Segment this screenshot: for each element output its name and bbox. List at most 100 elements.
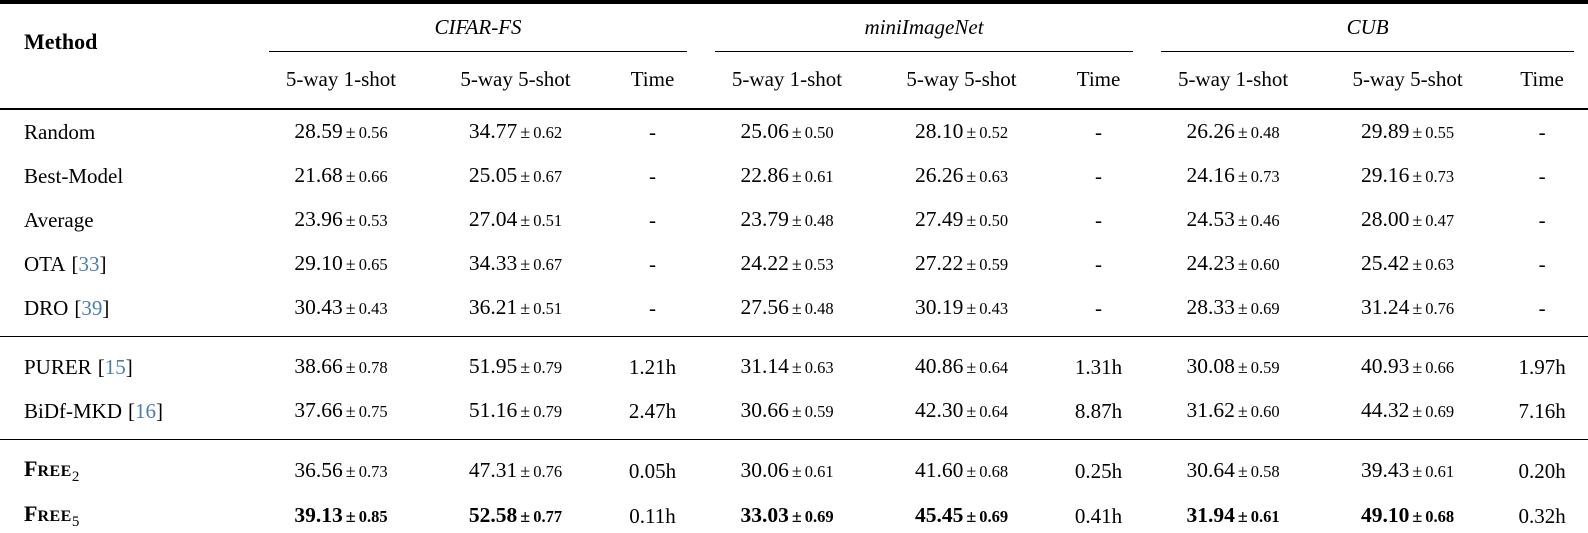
result-cell: 26.26 ±0.63: [873, 154, 1050, 198]
time-cell: 0.11h: [604, 493, 701, 533]
std-value: 0.73: [358, 461, 388, 481]
result-cell: 39.13 ±0.85: [255, 493, 427, 533]
result-cell: 27.04 ±0.51: [427, 198, 604, 242]
plus-minus-sign: ±: [1237, 460, 1248, 481]
plus-minus-sign: ±: [1237, 210, 1248, 230]
subheader-time: Time: [604, 52, 702, 110]
dash-cell: -: [604, 109, 701, 154]
dash-cell: -: [604, 242, 701, 286]
citation-bracket: [: [128, 399, 135, 423]
accuracy-value: 40.86: [914, 354, 964, 378]
plus-minus-sign: ±: [1237, 122, 1248, 142]
accuracy-value: 31.14: [740, 354, 789, 378]
std-value: 0.63: [804, 358, 834, 377]
result-cell: 33.03 ±0.69: [701, 493, 873, 533]
std-value: 0.59: [804, 402, 834, 421]
plus-minus-sign: ±: [1412, 401, 1423, 421]
result-cell: 41.60 ±0.68: [873, 439, 1051, 493]
std-value: 0.75: [358, 402, 388, 421]
dash: -: [1095, 120, 1103, 144]
time-cell: 1.31h: [1050, 336, 1148, 389]
plus-minus-sign: ±: [966, 505, 977, 526]
table-row: Average 23.96 ±0.53 27.04 ±0.51-23.79 ±0.48 27…: [0, 198, 1588, 242]
dash: -: [1538, 164, 1546, 188]
plus-minus-sign: ±: [791, 357, 802, 377]
subheader-time: Time: [1496, 52, 1588, 110]
table-row: FREE5 39.13 ±0.85 52.58 ±0.77 0.11h 33.03 ±0.69…: [0, 493, 1588, 533]
dash-cell: -: [1050, 198, 1147, 242]
plus-minus-sign: ±: [520, 505, 531, 526]
plus-minus-sign: ±: [966, 122, 977, 142]
result-cell: 30.43 ±0.43: [255, 286, 427, 337]
result-cell: 44.32 ±0.69: [1319, 389, 1496, 440]
dash: -: [1538, 252, 1546, 276]
result-cell: 42.30 ±0.64: [873, 389, 1050, 440]
table-row: DRO [39] 30.43 ±0.43 36.21 ±0.51-27.56 ±0.48 30…: [0, 286, 1588, 337]
time-cell: 0.41h: [1050, 493, 1147, 533]
plus-minus-sign: ±: [791, 254, 802, 274]
method-cell: FREE5: [0, 493, 255, 533]
dash-cell: -: [1050, 242, 1147, 286]
subheader-label: 5-way 1-shot: [285, 67, 397, 91]
subheader-row: 5-way 1-shot 5-way 5-shot Time 5-way 1-shot…: [0, 52, 1588, 110]
result-cell: 31.62 ±0.60: [1147, 389, 1319, 440]
result-cell: 28.10 ±0.52: [873, 109, 1050, 154]
accuracy-value: 23.79: [740, 207, 789, 231]
accuracy-value: 31.24: [1360, 295, 1410, 319]
result-cell: 30.19 ±0.43: [873, 286, 1050, 337]
plus-minus-sign: ±: [791, 166, 802, 186]
citation-link[interactable]: 33: [78, 252, 100, 276]
subheader-label: Time: [1520, 67, 1564, 91]
result-cell: 27.49 ±0.50: [873, 198, 1050, 242]
result-cell: 24.53 ±0.46: [1147, 198, 1319, 242]
accuracy-value: 24.53: [1186, 207, 1235, 231]
accuracy-value: 27.22: [914, 251, 964, 275]
dash: -: [1538, 120, 1546, 144]
accuracy-value: 37.66: [294, 398, 343, 422]
plus-minus-sign: ±: [791, 122, 802, 142]
result-cell: 37.66 ±0.75: [255, 389, 427, 440]
std-value: 0.58: [1250, 461, 1280, 481]
plus-minus-sign: ±: [1412, 210, 1423, 230]
method-name: FREE5: [24, 501, 80, 531]
std-value: 0.48: [804, 299, 834, 318]
result-cell: 51.95 ±0.79: [427, 336, 604, 389]
citation-link[interactable]: 39: [81, 296, 103, 320]
plus-minus-sign: ±: [1237, 298, 1248, 318]
subheader-5way-1shot: 5-way 1-shot: [701, 52, 874, 110]
result-cell: 28.33 ±0.69: [1147, 286, 1319, 337]
plus-minus-sign: ±: [520, 210, 531, 230]
accuracy-value: 49.10: [1360, 502, 1410, 527]
std-value: 0.64: [979, 358, 1009, 377]
accuracy-value: 33.03: [740, 502, 789, 527]
plus-minus-sign: ±: [966, 401, 977, 421]
accuracy-value: 34.33: [468, 251, 518, 275]
result-cell: 29.10 ±0.65: [255, 242, 427, 286]
method-name: FREE2: [24, 456, 80, 486]
result-cell: 52.58 ±0.77: [427, 493, 604, 533]
std-value: 0.43: [979, 299, 1009, 318]
std-value: 0.60: [1250, 402, 1280, 421]
accuracy-value: 51.16: [468, 398, 518, 422]
std-value: 0.61: [804, 461, 834, 481]
accuracy-value: 30.66: [740, 398, 789, 422]
std-value: 0.77: [533, 506, 563, 526]
accuracy-value: 24.22: [740, 251, 789, 275]
std-value: 0.51: [533, 211, 563, 230]
accuracy-value: 27.56: [740, 295, 789, 319]
subheader-time: Time: [1050, 52, 1148, 110]
time-value: 2.47h: [628, 399, 677, 423]
accuracy-value: 27.04: [468, 207, 518, 231]
result-cell: 23.96 ±0.53: [255, 198, 427, 242]
time-value: 1.21h: [628, 355, 677, 379]
dataset-name: miniImageNet: [864, 15, 984, 39]
citation-link[interactable]: 15: [104, 355, 126, 379]
group-header-cifar-fs: CIFAR-FS: [255, 2, 701, 52]
citation-bracket: ]: [125, 355, 133, 379]
dataset-name: CUB: [1346, 15, 1389, 39]
citation-link[interactable]: 16: [135, 399, 156, 423]
table-body: Random 28.59 ±0.56 34.77 ±0.62-25.06 ±0.50 28.…: [0, 109, 1588, 533]
dash-cell: -: [1496, 109, 1588, 154]
table-header: Method CIFAR-FS miniImageNet CUB 5-way 1-s…: [0, 2, 1588, 110]
method-cell: PURER [15]: [0, 336, 255, 389]
